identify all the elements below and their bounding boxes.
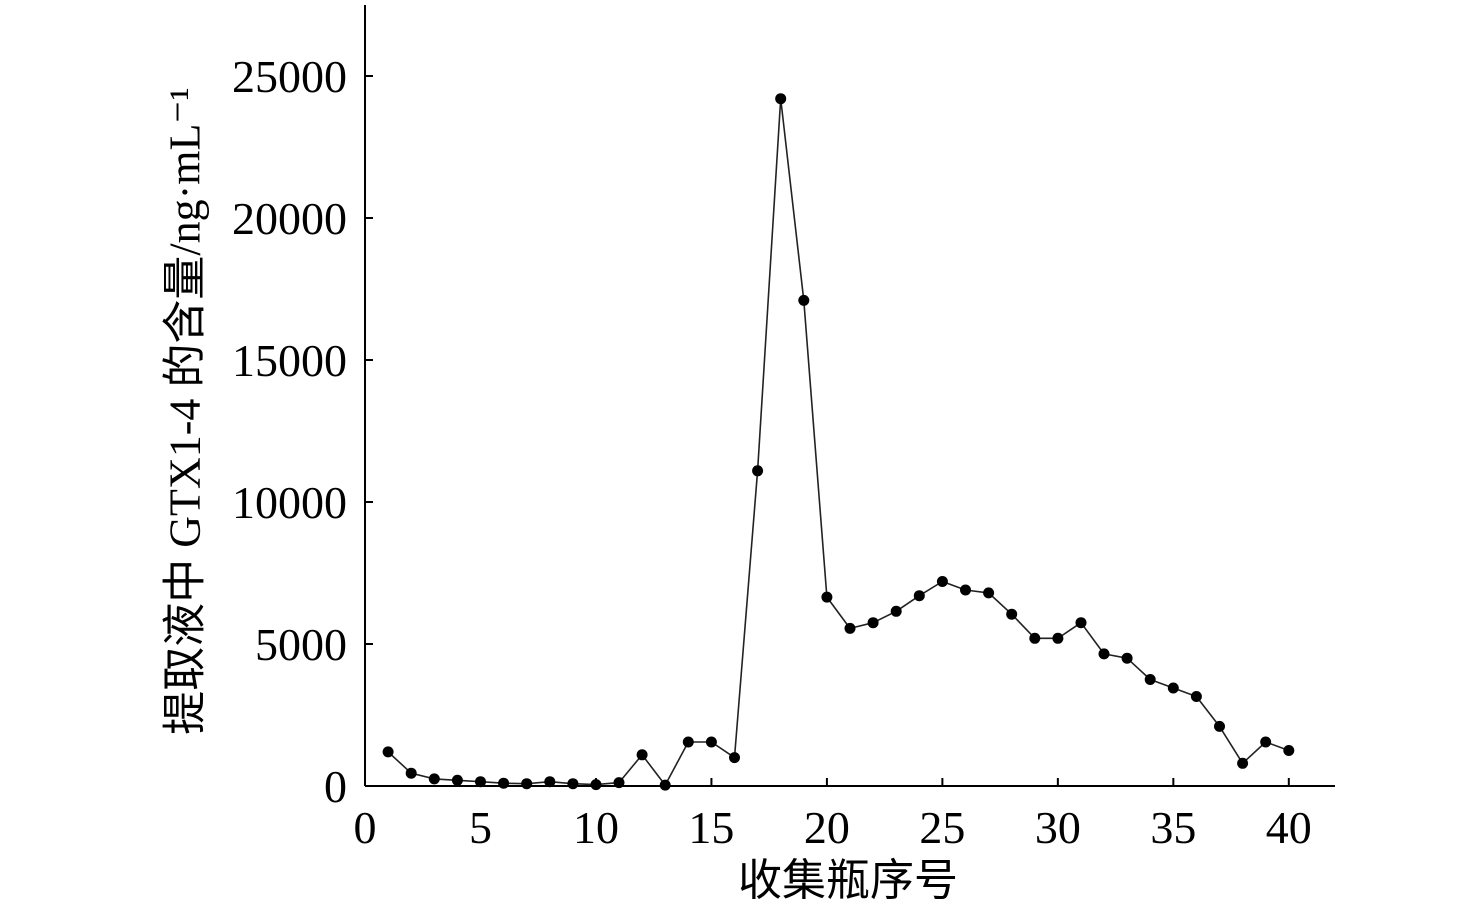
data-point-23 <box>890 605 902 617</box>
data-point-27 <box>983 587 995 599</box>
x-axis-label: 收集瓶序号 <box>738 856 958 905</box>
data-point-13 <box>659 779 671 791</box>
data-point-4 <box>451 774 463 786</box>
x-tick-label: 15 <box>688 802 734 853</box>
data-point-39 <box>1260 736 1272 748</box>
data-point-15 <box>705 736 717 748</box>
y-axis-ticks: 0 5000 10000 15000 20000 25000 <box>232 51 373 812</box>
data-point-31 <box>1075 617 1087 629</box>
y-tick-label: 10000 <box>232 477 347 528</box>
data-point-16 <box>729 752 740 764</box>
data-point-20 <box>821 591 833 603</box>
data-point-22 <box>867 617 879 629</box>
data-point-12 <box>636 749 648 761</box>
x-tick-label: 5 <box>469 802 492 853</box>
x-tick-label: 40 <box>1266 802 1312 853</box>
data-point-18 <box>775 93 787 105</box>
y-tick-label: 5000 <box>255 619 347 670</box>
data-point-24 <box>913 590 925 602</box>
data-point-14 <box>682 736 694 748</box>
y-tick-label: 0 <box>324 761 347 812</box>
x-axis-ticks: 0 5 10 15 20 25 30 35 40 <box>354 778 1312 853</box>
data-point-35 <box>1167 682 1179 694</box>
y-axis-label: 提取液中 GTX1-4 的含量/ng·mL⁻¹ <box>161 87 210 734</box>
data-points <box>382 93 1295 791</box>
data-point-3 <box>428 773 440 785</box>
data-point-30 <box>1052 632 1064 644</box>
data-point-11 <box>613 777 625 789</box>
data-point-29 <box>1029 632 1041 644</box>
data-point-7 <box>521 778 533 790</box>
x-tick-label: 30 <box>1035 802 1081 853</box>
series-line <box>387 97 1290 786</box>
data-point-6 <box>498 777 510 789</box>
x-tick-label: 25 <box>919 802 965 853</box>
x-tick-label: 10 <box>573 802 619 853</box>
data-point-36 <box>1190 691 1202 702</box>
data-point-37 <box>1214 720 1225 732</box>
y-tick-label: 15000 <box>232 335 347 386</box>
data-point-32 <box>1098 648 1110 660</box>
data-point-26 <box>960 584 971 596</box>
data-point-40 <box>1283 745 1295 756</box>
data-point-33 <box>1121 652 1133 664</box>
data-point-19 <box>798 294 810 306</box>
x-tick-label: 20 <box>804 802 850 853</box>
data-point-25 <box>936 576 948 587</box>
data-point-34 <box>1144 674 1156 685</box>
data-point-17 <box>752 465 764 477</box>
data-point-21 <box>844 622 856 634</box>
data-point-1 <box>382 746 394 758</box>
plot-area: 0 5 10 15 20 25 30 35 40 0 5000 10000 15000 20000 250… <box>232 5 1335 853</box>
data-point-28 <box>1006 608 1018 620</box>
x-tick-label: 35 <box>1150 802 1196 853</box>
data-point-2 <box>405 767 417 779</box>
x-tick-label: 0 <box>354 802 377 853</box>
y-tick-label: 25000 <box>232 51 347 102</box>
data-point-8 <box>544 776 556 788</box>
data-point-5 <box>475 776 486 788</box>
data-point-38 <box>1237 757 1249 769</box>
y-tick-label: 20000 <box>232 193 347 244</box>
data-point-10 <box>590 779 602 791</box>
data-point-9 <box>567 778 579 790</box>
